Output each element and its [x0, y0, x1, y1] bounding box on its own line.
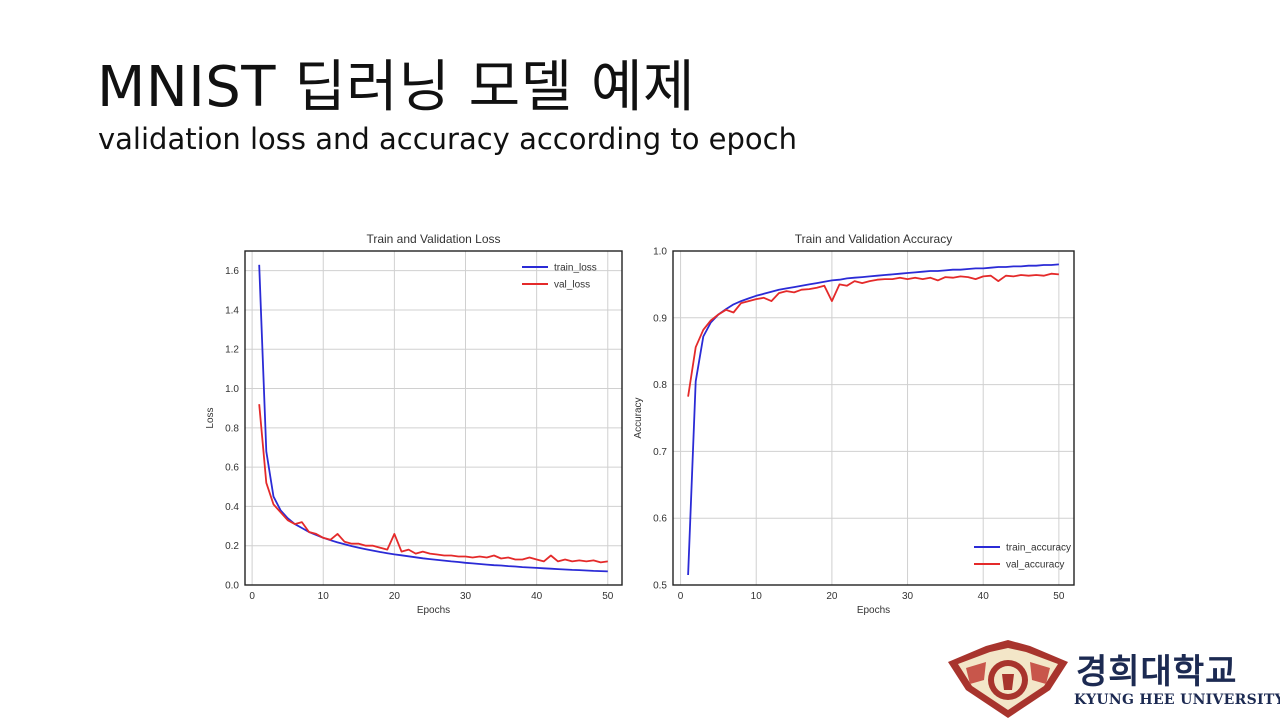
accuracy-series-train-accuracy: [687, 263, 1059, 576]
accuracy-legend-label-val-accuracy: val_accuracy: [1006, 560, 1064, 571]
accuracy-y-axis-label: Accuracy: [633, 397, 644, 438]
loss-x-tick-label: 30: [460, 591, 472, 602]
loss-y-tick-label: 0.0: [225, 581, 239, 592]
university-logo: 경희대학교 KYUNG HEE UNIVERSITY: [946, 640, 1280, 718]
loss-plot-frame: [244, 250, 623, 586]
accuracy-chart-title: Train and Validation Accuracy: [795, 232, 952, 246]
loss-legend-label-train-loss: train_loss: [554, 263, 597, 274]
loss-y-tick-label: 0.6: [225, 463, 239, 474]
accuracy-x-tick-label: 10: [751, 591, 763, 602]
loss-x-tick-label: 10: [318, 591, 330, 602]
slide-title: MNIST 딥러닝 모델 예제: [97, 55, 696, 120]
accuracy-x-axis-label: Epochs: [857, 605, 890, 616]
loss-y-tick-label: 0.4: [225, 502, 239, 513]
accuracy-plot-frame: [672, 250, 1075, 586]
loss-x-tick-label: 0: [249, 591, 255, 602]
accuracy-y-tick-label: 0.9: [653, 313, 667, 324]
slide-subtitle: validation loss and accuracy according t…: [98, 122, 798, 156]
logo-english-text: KYUNG HEE UNIVERSITY: [1074, 692, 1280, 708]
charts-area: 0 10 20 30 40 50 0.0 0.2 0.4 0.6 0.8 1.0 1.2 1.4 1.6 Tr…: [205, 232, 1075, 616]
accuracy-y-tick-label: 0.6: [653, 514, 667, 525]
accuracy-legend-label-train-accuracy: train_accuracy: [1006, 543, 1071, 554]
accuracy-x-tick-label: 50: [1053, 591, 1065, 602]
accuracy-y-tick-label: 1.0: [653, 247, 667, 258]
loss-x-axis-label: Epochs: [417, 605, 450, 616]
loss-chart-title: Train and Validation Loss: [366, 232, 500, 246]
accuracy-x-tick-label: 40: [978, 591, 990, 602]
accuracy-x-tick-label: 0: [678, 591, 684, 602]
loss-y-tick-label: 1.2: [225, 345, 239, 356]
logo-korean-text: 경희대학교: [1076, 652, 1238, 692]
loss-x-tick-label: 50: [602, 591, 614, 602]
loss-y-tick-label: 0.8: [225, 423, 239, 434]
loss-x-tick-label: 40: [531, 591, 543, 602]
accuracy-y-tick-label: 0.8: [653, 380, 667, 391]
loss-series-train-loss: [258, 264, 608, 573]
accuracy-series-val-accuracy: [687, 272, 1059, 397]
loss-legend-label-val-loss: val_loss: [554, 280, 590, 291]
loss-y-tick-label: 0.2: [225, 541, 239, 552]
accuracy-x-tick-label: 20: [826, 591, 838, 602]
loss-series-val-loss: [258, 404, 608, 564]
loss-x-tick-label: 20: [389, 591, 401, 602]
loss-y-tick-label: 1.4: [225, 305, 239, 316]
loss-y-tick-label: 1.0: [225, 384, 239, 395]
accuracy-x-tick-label: 30: [902, 591, 914, 602]
university-seal-icon: [948, 640, 1068, 718]
accuracy-y-tick-label: 0.7: [653, 447, 667, 458]
loss-y-axis-label: Loss: [205, 407, 216, 428]
accuracy-y-tick-label: 0.5: [653, 581, 667, 592]
loss-y-tick-label: 1.6: [225, 266, 239, 277]
